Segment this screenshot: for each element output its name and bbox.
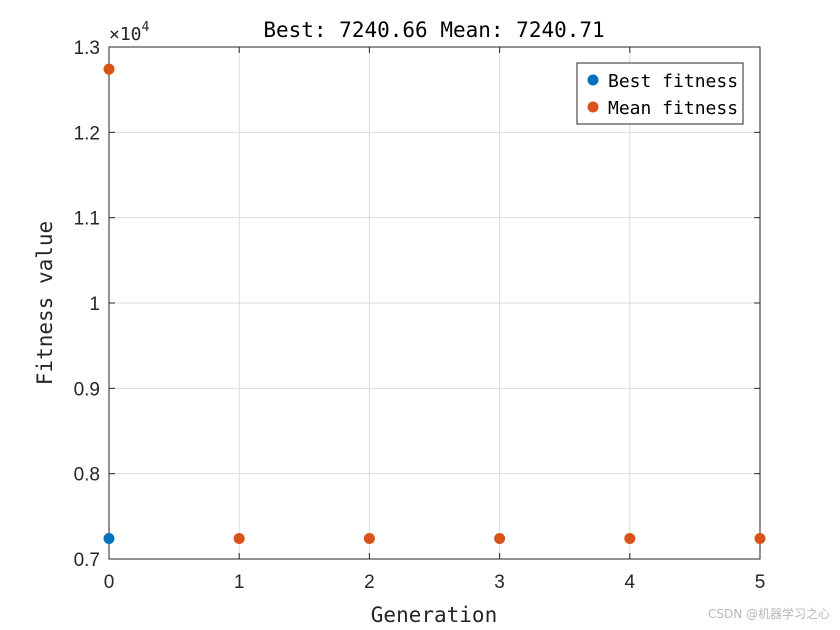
mean-fitness-point xyxy=(754,532,766,544)
chart-title: Best: 7240.66 Mean: 7240.71 xyxy=(263,18,604,42)
x-tick-label: 2 xyxy=(364,572,375,593)
y-exponent-label: ×104 xyxy=(109,20,150,45)
legend-label-mean: Mean fitness xyxy=(608,98,738,119)
y-tick-label: 0.9 xyxy=(74,379,100,400)
x-tick-label: 3 xyxy=(494,572,505,593)
y-tick-label: 1 xyxy=(89,294,100,315)
x-tick-label: 4 xyxy=(625,572,636,593)
y-tick-label: 1.2 xyxy=(74,123,100,144)
watermark-text: CSDN @机器学习之心 xyxy=(707,607,830,621)
x-tick-label: 0 xyxy=(104,572,115,593)
y-tick-labels: 0.7 0.8 0.9 1 1.1 1.2 1.3 xyxy=(74,38,100,571)
legend-marker-mean xyxy=(587,101,599,113)
mean-fitness-point xyxy=(103,63,115,75)
y-tick-label: 0.7 xyxy=(74,550,100,571)
y-axis-label: Fitness value xyxy=(33,221,57,385)
x-tick-label: 5 xyxy=(755,572,766,593)
legend-marker-best xyxy=(587,74,599,86)
best-fitness-point xyxy=(103,532,115,544)
y-tick-label: 0.8 xyxy=(74,465,100,486)
legend-label-best: Best fitness xyxy=(608,71,738,92)
y-tick-label: 1.1 xyxy=(74,209,100,230)
y-tick-label: 1.3 xyxy=(74,38,100,59)
legend-box xyxy=(576,62,744,125)
mean-fitness-point xyxy=(624,532,636,544)
axis-ticks xyxy=(108,46,761,560)
mean-fitness-point xyxy=(363,532,375,544)
x-axis-label: Generation xyxy=(371,603,497,627)
x-tick-labels: 0 1 2 3 4 5 xyxy=(104,572,766,593)
legend: Best fitness Mean fitness xyxy=(576,62,744,125)
data-points xyxy=(103,63,766,544)
mean-fitness-point xyxy=(494,532,506,544)
x-tick-label: 1 xyxy=(234,572,245,593)
mean-fitness-point xyxy=(233,532,245,544)
